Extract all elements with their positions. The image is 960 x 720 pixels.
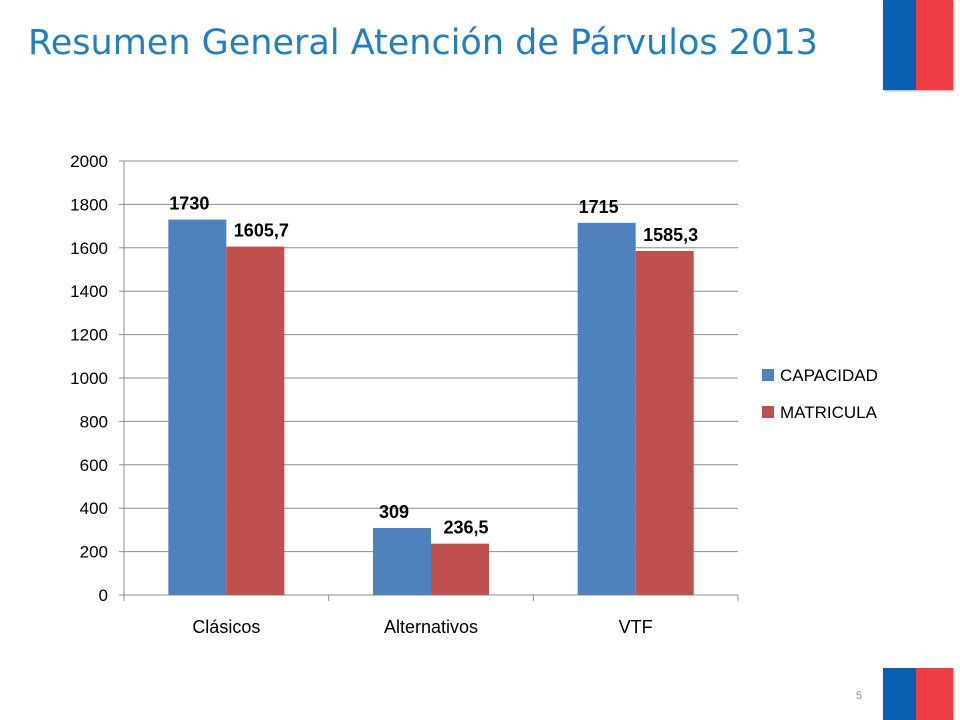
legend-swatch-matricula [762,406,774,418]
flag-red-stripe [916,0,953,90]
chile-flag-bottom-icon [883,668,953,720]
y-tick-label: 2000 [70,152,108,171]
legend-label: MATRICULA [780,403,878,422]
x-category-label: Alternativos [384,617,478,637]
y-tick-label: 800 [80,412,108,431]
data-label: 236,5 [443,518,488,538]
y-tick-label: 0 [99,586,108,605]
x-category-label: Clásicos [192,617,260,637]
legend-swatch-capacidad [762,369,774,381]
y-tick-label: 200 [80,543,108,562]
y-tick-label: 600 [80,456,108,475]
bar-capacidad-2 [577,222,636,595]
data-label: 1730 [169,194,209,214]
flag-red-stripe [916,668,953,720]
x-category-label: VTF [619,617,653,637]
bar-matricula-2 [635,250,694,595]
bar-matricula-0 [226,246,285,595]
chile-flag-top-icon [883,0,953,90]
bar-capacidad-1 [373,527,431,595]
flag-blue-stripe [883,668,916,720]
bar-matricula-1 [431,543,489,595]
flag-blue-stripe [883,0,916,90]
y-tick-label: 1200 [70,326,108,345]
y-tick-label: 400 [80,499,108,518]
data-label: 309 [379,502,409,522]
slide-title: Resumen General Atención de Párvulos 201… [28,23,818,63]
bar-capacidad-0 [168,219,227,595]
data-label: 1715 [579,197,619,217]
y-tick-label: 1800 [70,195,108,214]
y-tick-label: 1000 [70,369,108,388]
page-number: 5 [856,690,863,702]
y-tick-label: 1400 [70,282,108,301]
y-tick-label: 1600 [70,239,108,258]
data-label: 1585,3 [643,225,698,245]
data-label: 1605,7 [234,221,289,241]
legend-label: CAPACIDAD [780,366,878,385]
